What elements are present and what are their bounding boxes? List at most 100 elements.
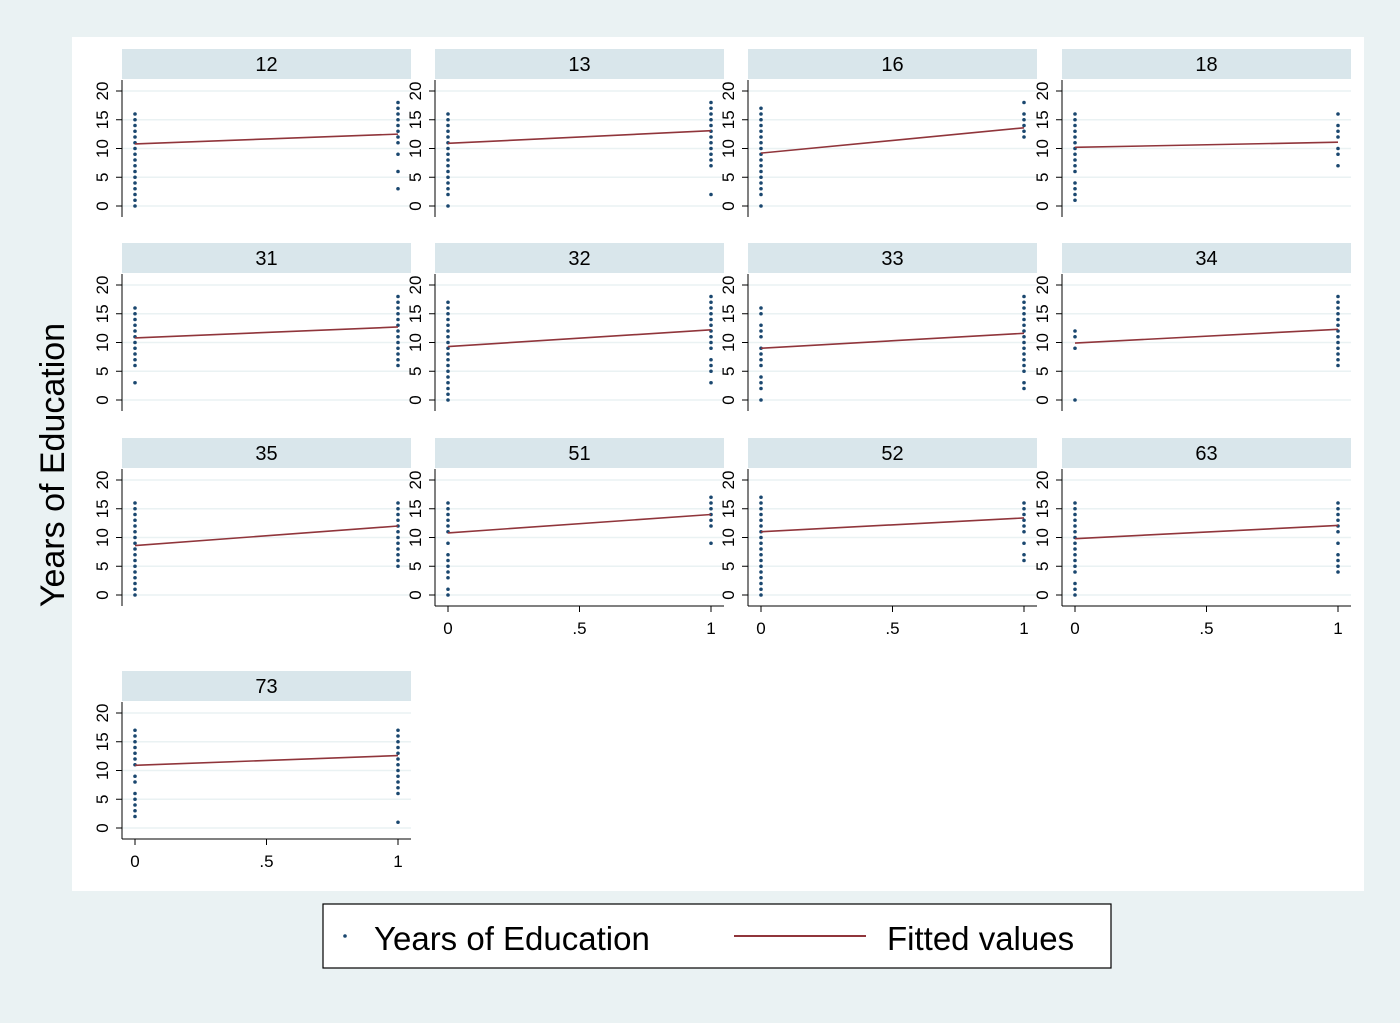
data-point [133,791,137,796]
data-point [1336,529,1340,534]
data-point [446,558,450,563]
data-point [133,524,137,528]
data-point [396,791,400,796]
data-point [133,734,137,738]
data-point [1022,306,1026,310]
y-tick-label: 20 [406,471,425,490]
panels-layer: 1205101520130510152016051015201805101520… [93,49,1351,871]
data-point [133,380,137,385]
data-point [709,112,713,116]
data-point [133,564,137,569]
data-point [133,803,137,807]
y-tick-label: 15 [93,304,112,323]
y-tick-label: 10 [93,528,112,547]
data-point [709,518,713,523]
data-point [133,774,137,779]
data-point [396,739,400,744]
panel-strip-label: 51 [568,443,590,465]
data-point [1022,524,1026,528]
y-tick-label: 5 [406,173,425,182]
data-point [1336,300,1340,305]
y-tick-label: 15 [719,110,738,129]
data-point [1022,294,1026,299]
data-point [396,329,400,333]
data-point [1022,329,1026,333]
y-tick-label: 15 [93,732,112,751]
data-point [396,300,400,305]
data-point [1073,163,1077,168]
data-point [133,512,137,517]
data-point [396,512,400,517]
data-point [759,541,763,546]
data-point [396,780,400,784]
data-point [133,739,137,744]
data-point [133,593,137,597]
data-point [1073,558,1077,563]
data-point [133,814,137,819]
data-point [396,734,400,738]
panel-strip [122,438,411,468]
data-point [1073,593,1077,597]
x-tick-label: .5 [1199,619,1213,638]
x-tick-label: .5 [572,619,586,638]
data-point [759,146,763,151]
data-point [396,352,400,356]
y-tick-label: 0 [93,590,112,599]
data-point [709,163,713,168]
y-tick-label: 15 [1033,304,1052,323]
data-point [446,587,450,592]
data-point [396,135,400,139]
data-point [709,524,713,528]
data-point [446,512,450,517]
panel-strip-label: 13 [568,54,590,76]
data-point [759,524,763,528]
data-point [1336,518,1340,523]
y-tick-label: 10 [406,333,425,352]
data-point [1022,112,1026,116]
data-point [1336,512,1340,517]
data-point [1022,135,1026,139]
data-point [759,398,763,402]
data-point [709,152,713,157]
y-tick-label: 20 [1033,82,1052,101]
y-tick-label: 5 [93,367,112,376]
data-point [396,311,400,316]
data-point [133,329,137,333]
data-point [1073,129,1077,134]
data-point [709,158,713,162]
y-tick-label: 20 [719,276,738,295]
data-point [446,152,450,157]
data-point [709,363,713,368]
data-point [709,306,713,310]
data-point [1336,317,1340,322]
data-point [1073,587,1077,592]
data-point [709,100,713,105]
data-point [396,506,400,511]
y-tick-label: 20 [93,82,112,101]
data-point [759,106,763,111]
data-point [1073,198,1077,203]
y-tick-label: 10 [1033,139,1052,158]
y-tick-label: 0 [719,201,738,210]
data-point [446,570,450,574]
data-point [1336,506,1340,511]
data-point [709,506,713,511]
data-point [446,541,450,546]
panel-strip [1062,49,1351,79]
data-point [759,535,763,540]
panel-33: 33 0 5 10 15 20 [719,243,1037,411]
panel-strip [1062,438,1351,468]
data-point [1022,518,1026,523]
fitted-line [134,754,399,767]
data-point [446,112,450,116]
data-point [759,192,763,197]
panel-strip-label: 35 [255,443,277,465]
y-tick-label: 0 [719,395,738,404]
y-tick-label: 20 [1033,471,1052,490]
data-point [446,518,450,523]
data-point [1022,380,1026,385]
y-tick-label: 20 [93,471,112,490]
panel-strip [435,438,724,468]
data-point [709,123,713,128]
